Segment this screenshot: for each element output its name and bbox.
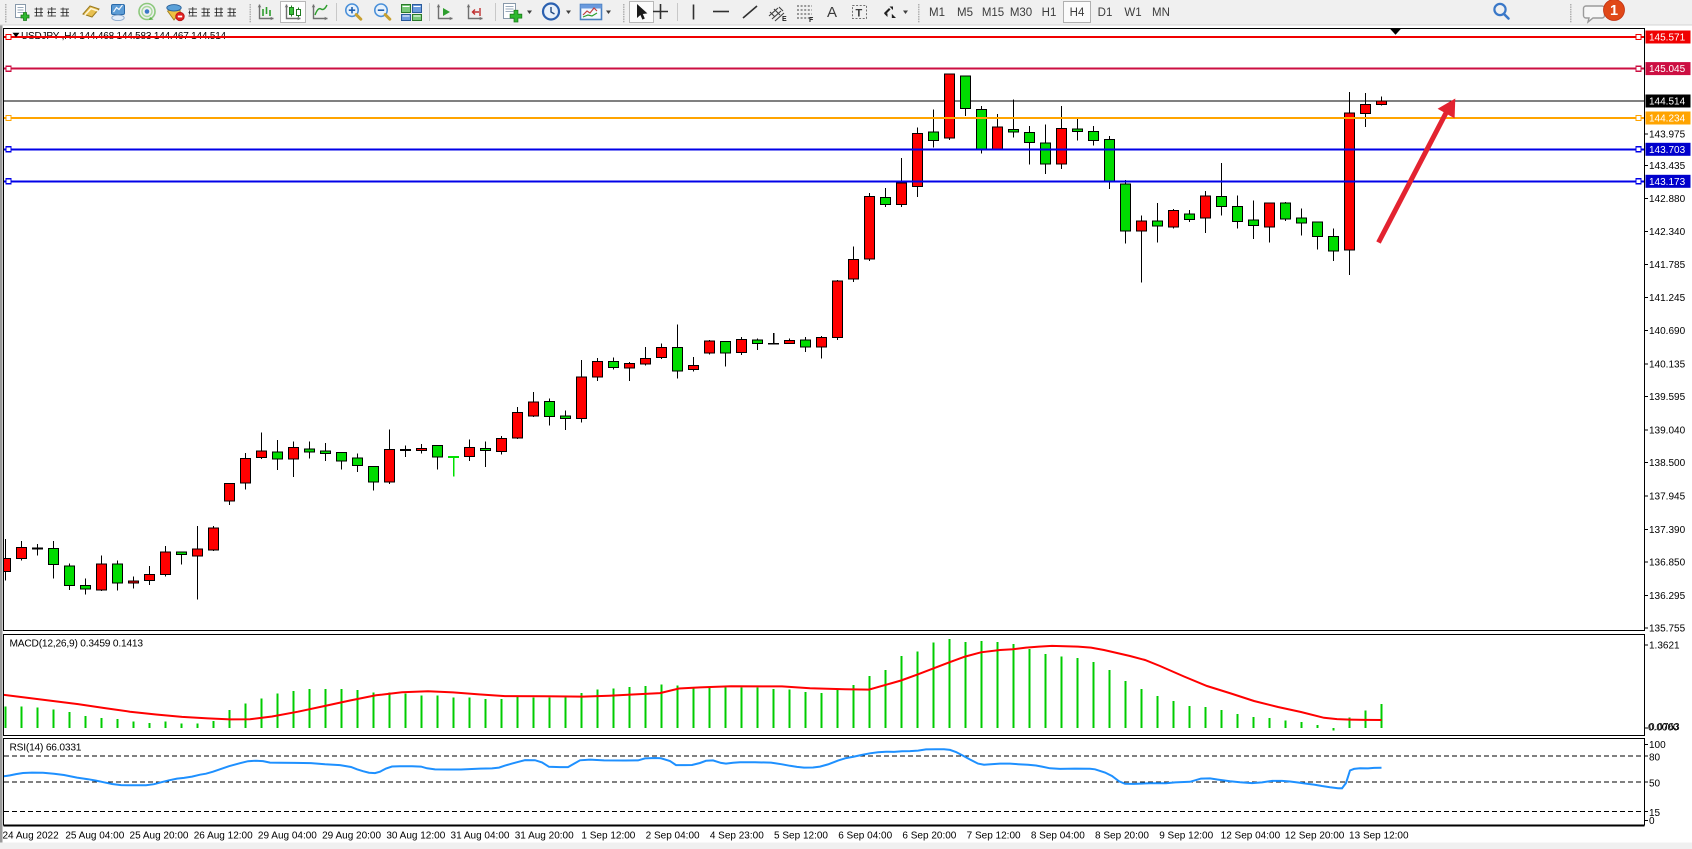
svg-text:141.785: 141.785	[1649, 260, 1686, 271]
svg-text:135.755: 135.755	[1649, 624, 1686, 635]
svg-text:6 Sep 20:00: 6 Sep 20:00	[902, 831, 956, 842]
svg-text:4 Sep 23:00: 4 Sep 23:00	[710, 831, 764, 842]
svg-text:26 Aug 12:00: 26 Aug 12:00	[194, 831, 253, 842]
svg-text:T: T	[856, 8, 863, 20]
svg-text:139.040: 139.040	[1649, 426, 1686, 437]
svg-text:D1: D1	[1098, 7, 1113, 19]
svg-text:140.135: 140.135	[1649, 360, 1686, 371]
svg-text:13 Sep 12:00: 13 Sep 12:00	[1349, 831, 1409, 842]
svg-text:1 Sep 12:00: 1 Sep 12:00	[581, 831, 635, 842]
svg-text:139.595: 139.595	[1649, 392, 1686, 403]
svg-text:M1: M1	[929, 7, 945, 19]
svg-text:25 Aug 20:00: 25 Aug 20:00	[130, 831, 189, 842]
svg-text:50: 50	[1649, 779, 1661, 790]
svg-text:0: 0	[1649, 816, 1655, 827]
svg-text:RSI(14) 66.0331: RSI(14) 66.0331	[10, 743, 82, 754]
svg-text:F: F	[809, 17, 814, 24]
svg-text:25 Aug 04:00: 25 Aug 04:00	[65, 831, 124, 842]
svg-text:29 Aug 04:00: 29 Aug 04:00	[258, 831, 317, 842]
svg-text:8 Sep 04:00: 8 Sep 04:00	[1031, 831, 1085, 842]
svg-text:144.234: 144.234	[1649, 114, 1686, 125]
svg-text:24 Aug 2022: 24 Aug 2022	[3, 831, 60, 842]
svg-text:142.340: 142.340	[1649, 227, 1686, 238]
svg-text:15: 15	[1649, 808, 1661, 819]
svg-text:0.0000: 0.0000	[1648, 723, 1679, 734]
svg-text:143.435: 143.435	[1649, 161, 1686, 172]
svg-text:7 Sep 12:00: 7 Sep 12:00	[967, 831, 1021, 842]
svg-text:E: E	[782, 16, 787, 23]
svg-text:1: 1	[1610, 3, 1618, 19]
svg-text:1.3621: 1.3621	[1649, 641, 1680, 652]
svg-text:A: A	[827, 4, 837, 21]
svg-text:31 Aug 04:00: 31 Aug 04:00	[451, 831, 510, 842]
svg-text:31 Aug 20:00: 31 Aug 20:00	[515, 831, 574, 842]
svg-text:6 Sep 04:00: 6 Sep 04:00	[838, 831, 892, 842]
svg-text:80: 80	[1649, 753, 1661, 764]
svg-text:H4: H4	[1070, 7, 1085, 19]
svg-text:29 Aug 20:00: 29 Aug 20:00	[322, 831, 381, 842]
svg-text:MACD(12,26,9) 0.3459 0.1413: MACD(12,26,9) 0.3459 0.1413	[10, 639, 144, 650]
svg-text:12 Sep 20:00: 12 Sep 20:00	[1285, 831, 1345, 842]
svg-text:H1: H1	[1042, 7, 1057, 19]
svg-text:0.0763: 0.0763	[1649, 722, 1680, 733]
svg-text:M15: M15	[982, 7, 1004, 19]
svg-text:2 Sep 04:00: 2 Sep 04:00	[646, 831, 700, 842]
svg-text:137.390: 137.390	[1649, 525, 1686, 536]
svg-text:145.045: 145.045	[1649, 64, 1686, 75]
svg-text:12 Sep 04:00: 12 Sep 04:00	[1221, 831, 1281, 842]
svg-text:143.975: 143.975	[1649, 130, 1686, 141]
svg-text:140.690: 140.690	[1649, 326, 1686, 337]
svg-text:9 Sep 12:00: 9 Sep 12:00	[1159, 831, 1213, 842]
svg-text:8 Sep 20:00: 8 Sep 20:00	[1095, 831, 1149, 842]
svg-text:142.880: 142.880	[1649, 194, 1686, 205]
svg-text:144.514: 144.514	[1649, 97, 1686, 108]
svg-text:137.945: 137.945	[1649, 492, 1686, 503]
svg-text:W1: W1	[1124, 7, 1141, 19]
svg-text:141.245: 141.245	[1649, 293, 1686, 304]
svg-text:M30: M30	[1010, 7, 1032, 19]
svg-text:143.703: 143.703	[1649, 145, 1686, 156]
svg-text:136.850: 136.850	[1649, 558, 1686, 569]
svg-text:100: 100	[1649, 740, 1666, 751]
svg-text:MN: MN	[1152, 7, 1170, 19]
svg-text:138.500: 138.500	[1649, 458, 1686, 469]
svg-text:136.295: 136.295	[1649, 591, 1686, 602]
svg-text:30 Aug 12:00: 30 Aug 12:00	[386, 831, 445, 842]
svg-text:5 Sep 12:00: 5 Sep 12:00	[774, 831, 828, 842]
svg-text:143.173: 143.173	[1649, 177, 1686, 188]
svg-text:145.571: 145.571	[1649, 33, 1686, 44]
svg-text:M5: M5	[957, 7, 973, 19]
